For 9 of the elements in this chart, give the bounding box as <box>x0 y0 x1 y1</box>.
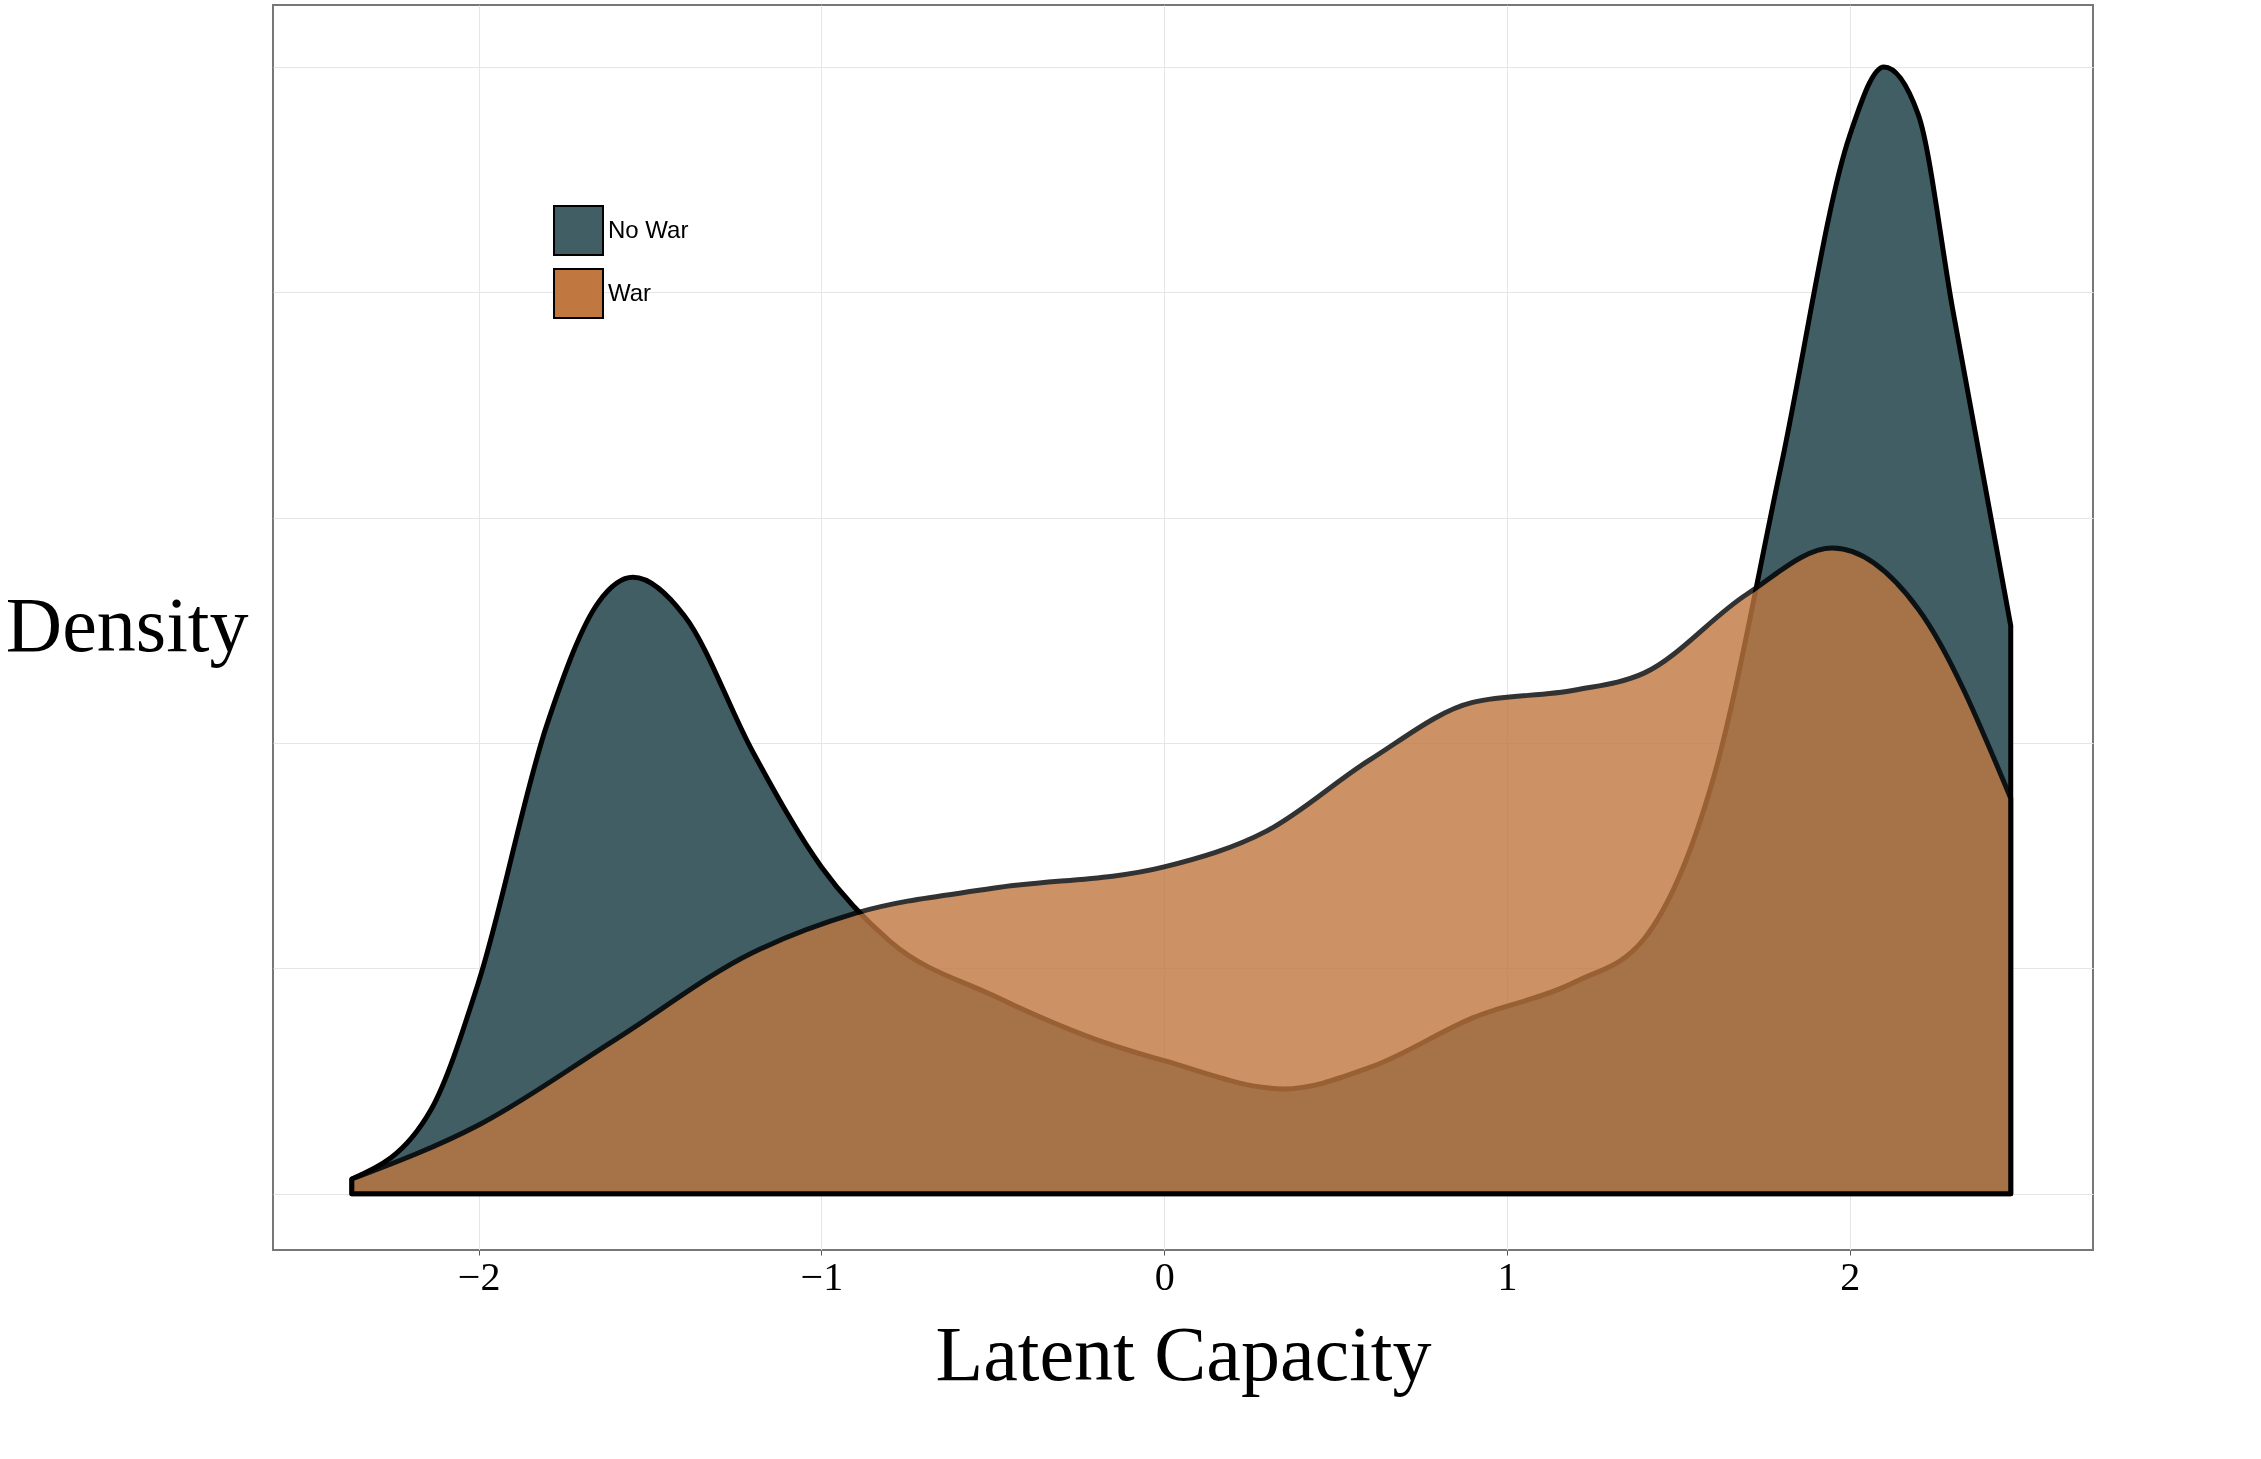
legend-label: No War <box>608 215 689 243</box>
x-tick-label: 0 <box>1154 1253 1175 1299</box>
x-tick-label: 2 <box>1840 1253 1861 1299</box>
x-tick-label: 1 <box>1497 1253 1518 1299</box>
y-axis-title: Density <box>5 581 249 668</box>
x-tick-label: −2 <box>457 1253 501 1299</box>
legend-label: War <box>608 278 652 306</box>
x-tick-label: −1 <box>800 1253 844 1299</box>
x-axis-title: Latent Capacity <box>935 1309 1432 1397</box>
